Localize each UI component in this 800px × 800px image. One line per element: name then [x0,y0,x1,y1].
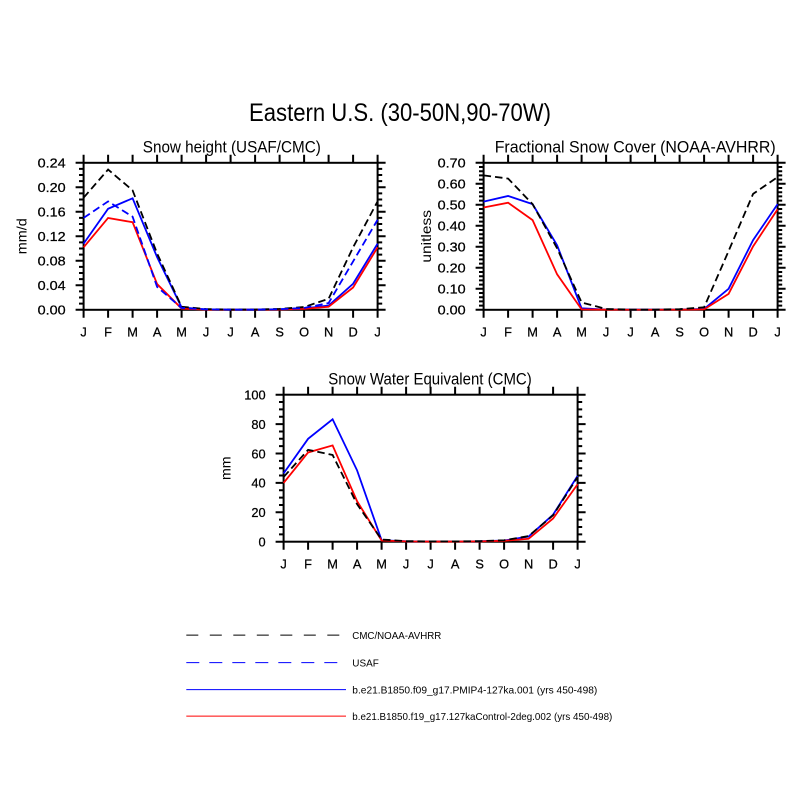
svg-text:0.08: 0.08 [38,254,66,269]
svg-text:0.70: 0.70 [438,156,466,171]
svg-text:Snow Water Equivalent (CMC): Snow Water Equivalent (CMC) [328,370,532,388]
svg-text:USAF: USAF [352,658,379,670]
svg-text:A: A [251,324,260,339]
svg-text:D: D [748,324,757,339]
svg-text:20: 20 [251,505,265,520]
svg-text:M: M [376,556,387,571]
svg-text:J: J [603,324,609,339]
svg-text:M: M [127,324,138,339]
svg-text:S: S [475,556,484,571]
svg-text:J: J [203,324,209,339]
svg-text:N: N [324,324,333,339]
svg-text:J: J [403,556,409,571]
svg-text:N: N [524,556,533,571]
svg-text:A: A [553,324,562,339]
svg-text:unitless: unitless [418,210,434,263]
svg-text:N: N [724,324,733,339]
svg-text:Eastern U.S. (30-50N,90-70W): Eastern U.S. (30-50N,90-70W) [249,99,551,127]
svg-text:0.50: 0.50 [438,198,466,213]
svg-text:0.40: 0.40 [438,219,466,234]
svg-text:J: J [480,324,486,339]
svg-text:A: A [353,556,362,571]
svg-text:40: 40 [251,476,265,491]
svg-text:F: F [304,556,312,571]
svg-text:0.16: 0.16 [38,205,66,220]
svg-text:J: J [280,556,286,571]
svg-text:0: 0 [258,535,265,550]
svg-text:F: F [104,324,112,339]
svg-text:F: F [504,324,512,339]
svg-text:S: S [275,324,284,339]
svg-text:0.20: 0.20 [38,180,66,195]
svg-text:A: A [651,324,660,339]
svg-text:0.00: 0.00 [438,303,466,318]
svg-text:A: A [153,324,162,339]
svg-text:0.00: 0.00 [38,303,66,318]
svg-text:S: S [675,324,684,339]
svg-text:b.e21.B1850.f19_g17.127kaContr: b.e21.B1850.f19_g17.127kaControl-2deg.00… [352,711,612,723]
svg-text:80: 80 [251,417,265,432]
svg-text:D: D [548,556,557,571]
svg-text:M: M [576,324,587,339]
svg-text:0.30: 0.30 [438,240,466,255]
svg-text:Snow height (USAF/CMC): Snow height (USAF/CMC) [143,138,321,156]
svg-text:D: D [348,324,357,339]
svg-text:100: 100 [244,388,265,403]
svg-text:mm: mm [218,456,234,480]
svg-text:O: O [699,324,709,339]
svg-text:60: 60 [251,446,265,461]
svg-text:J: J [574,556,580,571]
svg-text:0.10: 0.10 [438,282,466,297]
svg-text:M: M [176,324,187,339]
svg-text:CMC/NOAA-AVHRR: CMC/NOAA-AVHRR [352,630,441,642]
svg-text:O: O [299,324,309,339]
svg-text:A: A [451,556,460,571]
svg-text:0.60: 0.60 [438,177,466,192]
svg-text:b.e21.B1850.f09_g17.PMIP4-127k: b.e21.B1850.f09_g17.PMIP4-127ka.001 (yrs… [352,685,597,697]
svg-text:J: J [227,324,233,339]
svg-text:0.24: 0.24 [38,156,66,171]
svg-text:0.20: 0.20 [438,261,466,276]
svg-text:J: J [374,324,380,339]
svg-text:Fractional Snow Cover (NOAA-AV: Fractional Snow Cover (NOAA-AVHRR) [495,138,776,156]
svg-text:M: M [327,556,338,571]
svg-text:M: M [527,324,538,339]
svg-text:0.04: 0.04 [38,278,66,293]
svg-text:J: J [627,324,633,339]
svg-text:J: J [427,556,433,571]
svg-text:mm/d: mm/d [14,218,30,254]
svg-text:O: O [499,556,509,571]
svg-text:J: J [774,324,780,339]
svg-text:0.12: 0.12 [38,229,66,244]
svg-text:J: J [80,324,86,339]
